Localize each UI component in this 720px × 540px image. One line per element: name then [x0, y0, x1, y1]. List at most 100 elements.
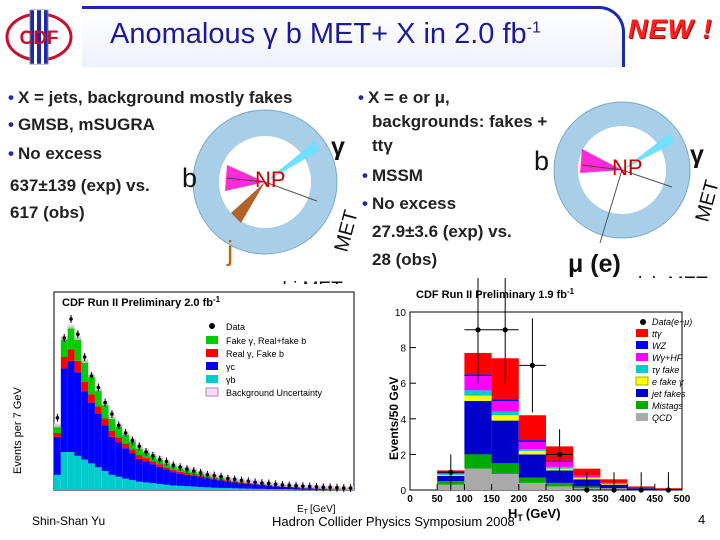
right-bar-segment: [546, 486, 574, 490]
right-bullet-1-line2: backgrounds: fakes +: [372, 112, 548, 131]
left-bar-segment: [81, 360, 89, 382]
left-bar-segment: [54, 433, 61, 437]
left-event-diagram: b NP γ MET j γbj.MET: [182, 109, 360, 295]
left-j-jet-wedge: [231, 182, 265, 223]
left-bar-segment: [115, 442, 123, 477]
left-data-point: [301, 484, 305, 488]
right-legend-data: Data(e+μ): [652, 317, 692, 327]
left-bar-segment: [122, 443, 129, 449]
legend-swatch-data: [640, 319, 646, 325]
left-legend-gamma-b: γb: [226, 375, 236, 385]
left-legend-gamma-c: γc: [226, 362, 236, 372]
left-data-point: [287, 483, 292, 488]
right-bullet-3-text: No excess: [371, 194, 457, 213]
bullet-dot: •: [362, 194, 368, 213]
right-bullet-1-line1: X = e or μ,: [367, 88, 450, 107]
left-bar-segment: [108, 430, 116, 437]
left-bar-segment: [101, 425, 109, 471]
left-met-line: [264, 181, 318, 202]
left-data-point: [253, 480, 257, 485]
left-plot-title-text: CDF Run II Preliminary 2.0 fb: [62, 297, 213, 309]
right-bar-segment: [518, 482, 546, 490]
left-data-point: [219, 474, 223, 479]
footer-page-number: 4: [698, 512, 706, 527]
right-ytick-label: 8: [400, 344, 406, 355]
left-bar-segment: [238, 488, 245, 490]
left-bar-segment: [231, 488, 239, 490]
left-data-point: [96, 385, 101, 390]
left-bullet-2: • GMSB, mSUGRA: [8, 115, 155, 135]
left-plot-legend: Data Fake γ, Real+fake b Real γ, Fake b …: [205, 322, 323, 398]
right-data-point: [611, 487, 617, 493]
left-data-point: [89, 374, 94, 378]
left-data-point: [178, 465, 182, 469]
left-data-point: [266, 481, 271, 486]
right-mu-line: [599, 169, 623, 244]
right-plot-points: [437, 278, 682, 493]
left-data-point: [198, 471, 203, 475]
left-b-jet-wedge: [225, 165, 265, 191]
left-data-point: [239, 478, 244, 483]
left-bar-segment: [129, 453, 136, 481]
legend-swatch-gamma-c: [206, 362, 218, 370]
left-bar-segment: [244, 488, 252, 490]
right-data-point: [584, 487, 590, 493]
cdf-logo: CDF: [5, 9, 73, 65]
bullet-dot: •: [8, 144, 14, 163]
left-data-point: [130, 438, 135, 443]
left-bullet-1: • X = jets, background mostly fakes: [8, 88, 292, 108]
left-bar-segment: [224, 488, 232, 490]
legend-swatch-wz: [636, 341, 648, 349]
right-plot-xticks: 0 50 100 150 200 250 300 350 400 450 500: [407, 484, 691, 505]
left-bar-segment: [101, 418, 109, 426]
left-bar-segment: [81, 459, 89, 490]
left-bar-segment: [115, 476, 123, 490]
left-np-label: NP: [255, 167, 286, 192]
cdf-logo-stripe: [34, 10, 37, 64]
left-bar-segment: [169, 472, 177, 486]
left-met-label: MET: [331, 208, 360, 254]
left-bullet-2-text: GMSB, mSUGRA: [17, 115, 155, 134]
left-data-point: [294, 484, 298, 488]
right-bar-segment: [518, 441, 546, 450]
left-bar-segment: [190, 475, 198, 487]
bullet-dot: •: [362, 166, 368, 185]
left-bullet-3-text: No excess: [17, 144, 103, 163]
right-bar-segment: [464, 390, 492, 396]
left-bar-segment: [81, 391, 89, 460]
left-j-label: j: [226, 235, 233, 266]
left-bar-segment: [210, 479, 218, 488]
left-bar-segment: [183, 474, 191, 487]
left-bar-segment: [176, 471, 184, 474]
legend-swatch-efake: [635, 376, 649, 386]
left-data-point: [307, 484, 312, 489]
right-plot-xlabel: HT (GeV): [508, 506, 561, 522]
title-bar: [82, 6, 625, 67]
left-bar-segment: [88, 402, 95, 464]
right-met-label: MET: [692, 178, 720, 224]
right-gamma-wedge: [622, 133, 674, 170]
left-data-point: [151, 454, 155, 458]
left-data-point: [116, 423, 121, 428]
left-bar-segment: [94, 414, 102, 468]
left-uncertainty-band: [67, 324, 75, 329]
footer-conference: Hadron Collider Physics Symposium 2008: [272, 514, 515, 529]
right-ytick-label: 6: [400, 379, 406, 390]
left-bar-segment: [108, 474, 116, 490]
left-bar-segment: [156, 466, 164, 484]
right-plot-title-text: CDF Run II Preliminary 1.9 fb: [416, 289, 567, 301]
left-bar-segment: [60, 368, 68, 452]
right-bullet-2: • MSSM: [362, 166, 423, 186]
right-bullet-1-line3: ttγ: [372, 136, 393, 155]
slide-title-sup: -1: [526, 19, 541, 37]
right-bar-segment: [491, 420, 519, 464]
left-plot-ylabel: Events per 7 GeV: [12, 387, 24, 474]
left-bar-segment: [163, 469, 170, 485]
left-bar-segment: [94, 389, 102, 407]
left-bar-segment: [204, 487, 211, 490]
left-data-point: [82, 355, 87, 359]
left-bar-segment: [183, 486, 191, 490]
right-xtick-label: 450: [646, 494, 663, 505]
right-bar-segment: [491, 415, 519, 421]
left-data-point: [76, 332, 80, 336]
